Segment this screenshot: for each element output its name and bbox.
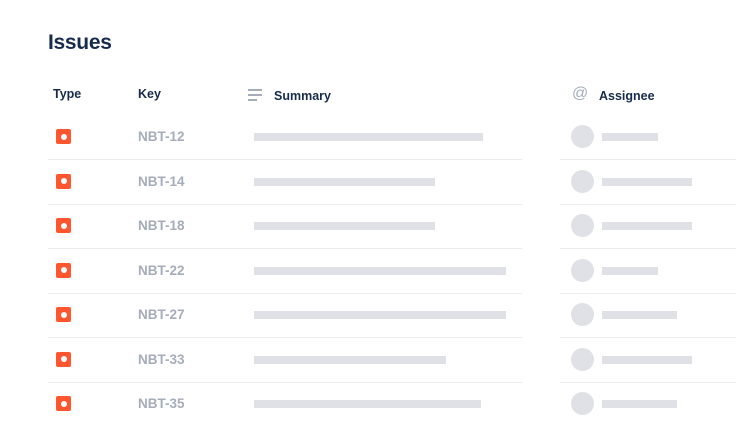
column-header-type[interactable]: Type bbox=[53, 87, 82, 101]
column-header-summary[interactable]: Summary bbox=[274, 89, 331, 103]
page-title: Issues bbox=[48, 31, 112, 54]
issue-key[interactable]: NBT-12 bbox=[138, 129, 185, 144]
row-divider bbox=[560, 337, 736, 338]
row-divider bbox=[560, 248, 736, 249]
table-row[interactable]: NBT-35 bbox=[0, 389, 736, 433]
summary-placeholder bbox=[254, 311, 506, 319]
table-row[interactable]: NBT-22 bbox=[0, 256, 736, 300]
column-header-key[interactable]: Key bbox=[138, 87, 161, 101]
summary-placeholder bbox=[254, 266, 506, 275]
avatar bbox=[571, 214, 594, 237]
avatar bbox=[571, 258, 594, 282]
row-divider bbox=[560, 159, 736, 160]
row-divider bbox=[560, 381, 736, 383]
table-row[interactable]: NBT-14 bbox=[0, 167, 736, 211]
row-divider bbox=[560, 203, 736, 205]
assignee-placeholder bbox=[602, 355, 692, 364]
issue-key[interactable]: NBT-27 bbox=[138, 307, 185, 322]
table-row[interactable]: NBT-33 bbox=[0, 345, 736, 389]
summary-placeholder bbox=[254, 400, 481, 408]
summary-placeholder bbox=[254, 355, 446, 364]
row-divider bbox=[48, 337, 522, 338]
assignee-placeholder bbox=[602, 311, 677, 319]
row-divider bbox=[48, 203, 522, 205]
avatar bbox=[571, 347, 594, 371]
avatar bbox=[571, 169, 594, 193]
bug-icon bbox=[56, 262, 71, 278]
bug-icon bbox=[56, 351, 71, 367]
row-divider bbox=[48, 159, 522, 160]
assignee-placeholder bbox=[602, 266, 658, 275]
assignee-placeholder bbox=[602, 177, 692, 186]
assignee-placeholder bbox=[602, 400, 677, 408]
summary-placeholder bbox=[254, 222, 435, 230]
row-divider bbox=[48, 381, 522, 383]
bug-icon bbox=[56, 307, 71, 322]
issue-key[interactable]: NBT-33 bbox=[138, 351, 185, 367]
row-divider bbox=[48, 292, 522, 294]
avatar bbox=[571, 303, 594, 326]
at-sign-icon: @ bbox=[572, 85, 589, 102]
row-divider bbox=[560, 292, 736, 294]
summary-placeholder bbox=[254, 133, 483, 141]
avatar bbox=[571, 125, 594, 148]
table-row[interactable]: NBT-18 bbox=[0, 211, 736, 255]
row-divider bbox=[48, 248, 522, 249]
bug-icon bbox=[56, 173, 71, 189]
avatar bbox=[571, 392, 594, 415]
table-row[interactable]: NBT-27 bbox=[0, 300, 736, 344]
bug-icon bbox=[56, 218, 71, 233]
assignee-placeholder bbox=[602, 133, 658, 141]
bug-icon bbox=[56, 129, 71, 144]
lines-icon bbox=[248, 89, 262, 101]
issue-key[interactable]: NBT-18 bbox=[138, 218, 185, 233]
issue-key[interactable]: NBT-22 bbox=[138, 262, 185, 278]
table-row[interactable]: NBT-12 bbox=[0, 122, 736, 166]
column-header-assignee[interactable]: Assignee bbox=[599, 89, 655, 103]
summary-placeholder bbox=[254, 177, 435, 186]
bug-icon bbox=[56, 396, 71, 411]
issue-key[interactable]: NBT-35 bbox=[138, 396, 185, 411]
issue-key[interactable]: NBT-14 bbox=[138, 173, 185, 189]
assignee-placeholder bbox=[602, 222, 692, 230]
